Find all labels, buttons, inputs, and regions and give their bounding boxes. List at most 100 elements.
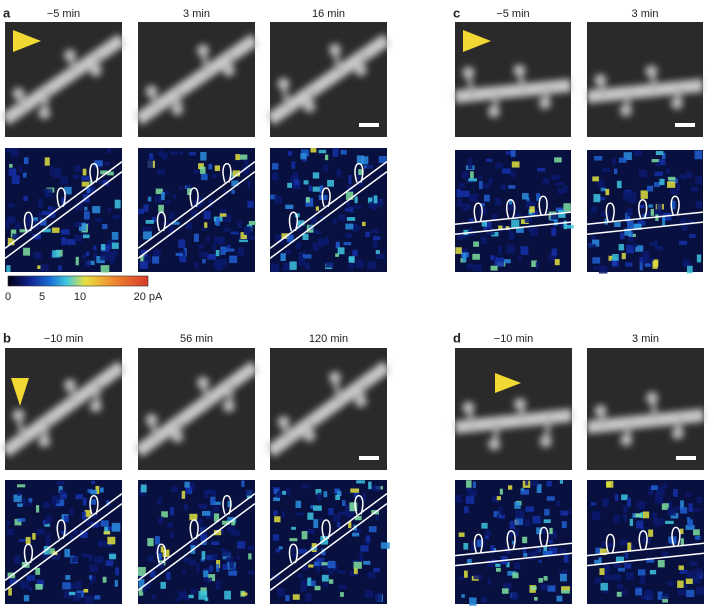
heat-pixel [496, 496, 501, 501]
heat-pixel [15, 222, 21, 229]
heat-pixel [10, 148, 19, 157]
heat-pixel [362, 221, 366, 227]
heat-pixel [673, 489, 678, 497]
dendrite-shaft [454, 78, 572, 104]
spine-head [64, 379, 77, 392]
heat-pixel [556, 500, 561, 507]
heat-pixel [511, 161, 520, 168]
heat-pixel [542, 178, 550, 185]
heat-pixel [678, 565, 684, 570]
heat-pixel [501, 588, 509, 594]
heat-pixel [208, 574, 216, 582]
heat-pixel [515, 510, 525, 519]
heat-pixel [333, 514, 341, 522]
heat-pixel [105, 560, 114, 566]
heat-pixel [81, 511, 86, 520]
heat-pixel [625, 262, 633, 267]
heat-pixel [495, 563, 501, 568]
heat-pixel [560, 510, 568, 516]
heat-pixel [300, 149, 309, 157]
heat-pixel [179, 255, 187, 263]
heat-pixel [511, 219, 520, 229]
dendrite [1, 33, 126, 126]
heat-pixel [71, 557, 75, 563]
heat-pixel [199, 251, 208, 258]
heat-pixel [344, 504, 354, 514]
outline [473, 533, 483, 554]
heat-pixel [551, 175, 560, 180]
heat-pixel [73, 555, 78, 563]
spine-head [171, 103, 184, 116]
heat-pixel [107, 243, 112, 250]
heat-pixel [291, 161, 296, 169]
heat-pixel [45, 188, 53, 198]
heat-pixel [27, 501, 31, 507]
heat-pixel [661, 152, 666, 160]
heat-pixel [514, 562, 521, 570]
heat-pixel [353, 205, 362, 210]
heat-pixel [657, 560, 665, 568]
outline [23, 543, 33, 564]
heat-pixel [155, 188, 163, 195]
heat-pixel [625, 572, 634, 581]
outline [354, 495, 364, 515]
heat-pixel [459, 183, 465, 188]
panel-label: a [3, 5, 11, 20]
heat-pixel [603, 564, 611, 572]
heat-pixel [190, 210, 197, 217]
spine-head [538, 97, 551, 110]
heat-pixel [473, 264, 482, 271]
heat-pixel [237, 247, 244, 256]
heat-pixel [284, 250, 292, 255]
heat-pixel [535, 261, 539, 269]
heat-pixel [662, 216, 666, 226]
heat-pixel [220, 246, 226, 255]
heat-pixel [335, 494, 341, 501]
heat-pixel [685, 524, 695, 530]
heat-pixel [301, 531, 308, 540]
dendrite [266, 33, 391, 126]
heat-pixel [564, 222, 571, 227]
time-label: 3 min [632, 333, 659, 345]
heat-pixel [337, 570, 346, 574]
heat-pixel [653, 518, 661, 527]
heat-pixel [201, 551, 206, 560]
heat-pixel [353, 568, 358, 574]
heat-pixel [375, 592, 382, 602]
heat-pixel [491, 231, 499, 237]
heat-pixel [563, 220, 567, 230]
heat-pixel [526, 197, 530, 202]
heat-pixel [671, 200, 676, 210]
heat-pixel [564, 224, 574, 229]
heat-pixel [171, 486, 179, 492]
spine-head [277, 415, 290, 428]
heat-pixel [515, 516, 524, 526]
heat-pixel [656, 203, 663, 212]
heat-pixel [690, 561, 698, 566]
heat-pixel [488, 178, 493, 186]
spine-head [619, 104, 632, 117]
outline [89, 163, 99, 183]
heat-pixel [606, 480, 614, 488]
outline [670, 195, 680, 216]
heat-pixel [223, 214, 232, 223]
heat-pixel [93, 245, 97, 251]
heat-pixel [323, 491, 328, 498]
heat-pixel [7, 528, 15, 535]
heat-pixel [138, 208, 145, 215]
heat-pixel [323, 583, 328, 587]
heat-pixel [239, 154, 248, 160]
heat-pixel [637, 569, 646, 576]
heat-pixel [314, 585, 321, 591]
heat-pixel [189, 559, 196, 566]
heat-pixel [302, 233, 309, 241]
heat-pixel [40, 218, 47, 226]
heat-pixel [313, 505, 322, 511]
heat-pixel [298, 548, 308, 554]
heat-pixel [310, 148, 317, 153]
spine-head [277, 77, 290, 90]
heat-pixel [677, 580, 684, 588]
heat-pixel [60, 176, 68, 185]
heat-pixel [300, 579, 308, 584]
heat-pixel [308, 185, 312, 192]
